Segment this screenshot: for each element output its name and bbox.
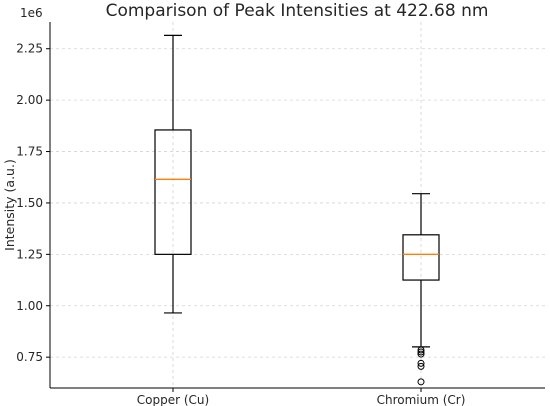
x-tick-label: Copper (Cu) — [137, 393, 209, 406]
y-tick-label: 1.00 — [16, 299, 43, 313]
y-tick-label: 0.75 — [16, 350, 43, 364]
tick-layer: 0.75 1.00 1.25 1.50 1.75 2.00 2.25 Copper (Cu) C… — [16, 42, 465, 406]
box-layer — [154, 34, 440, 386]
y-tick-label: 1.25 — [16, 247, 43, 261]
y-tick-label: 2.00 — [16, 93, 43, 107]
chart-title: Comparison of Peak Intensities at 422.68… — [106, 1, 489, 21]
outlier-point — [417, 362, 425, 370]
outlier-point — [417, 346, 425, 354]
iqr-box — [402, 234, 440, 281]
grid-layer — [50, 22, 545, 388]
y-tick-label: 1.50 — [16, 196, 43, 210]
y-axis-label: Intensity (a.u.) — [2, 159, 17, 251]
box-group — [402, 193, 440, 386]
outlier-point — [417, 378, 425, 386]
y-tick-label: 1.75 — [16, 145, 43, 159]
y-tick-label: 2.25 — [16, 42, 43, 56]
y-scale-label: 1e6 — [20, 6, 43, 20]
axes-layer — [49, 22, 545, 389]
outlier-point — [417, 359, 425, 367]
box-group — [154, 34, 192, 314]
outlier-point — [417, 348, 425, 356]
x-tick-label: Chromium (Cr) — [377, 393, 466, 406]
outlier-point — [417, 350, 425, 358]
iqr-box — [154, 129, 192, 255]
